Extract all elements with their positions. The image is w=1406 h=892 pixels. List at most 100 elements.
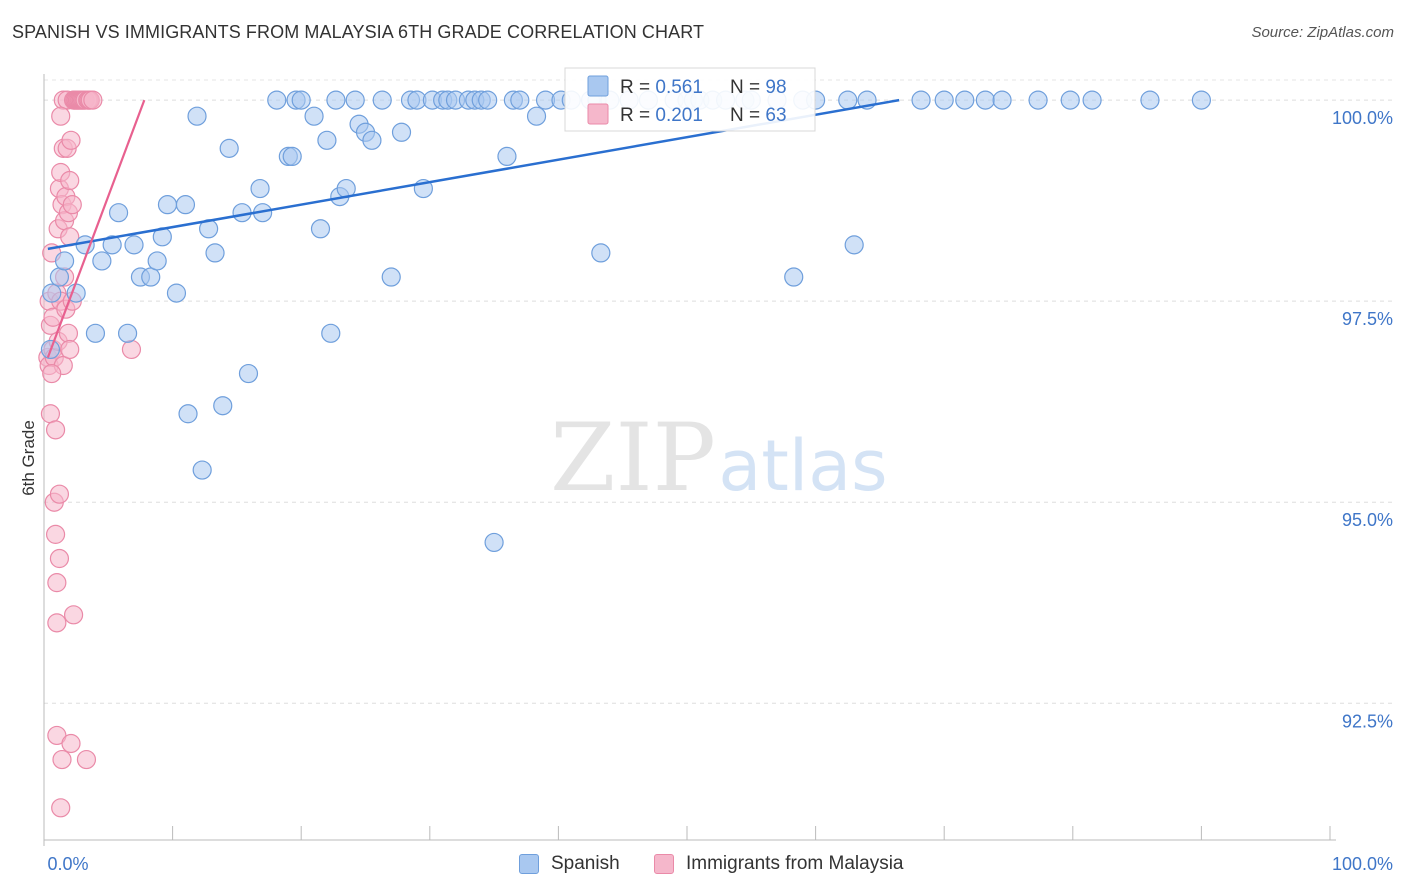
svg-text:R = 0.201: R = 0.201 [620, 105, 703, 126]
spanish-point-13 [141, 267, 161, 287]
spanish-point-60 [484, 532, 504, 553]
malaysia-point-38 [60, 339, 80, 360]
malaysia-point-37 [60, 170, 80, 191]
spanish-point-97 [1140, 90, 1160, 110]
legend-swatch-malaysia [654, 854, 674, 874]
legend-n-value-spanish: 98 [765, 77, 786, 98]
y-axis-label: 6th Grade [19, 420, 38, 496]
malaysia-point-14 [47, 613, 67, 633]
watermark-zip: ZIP [550, 404, 716, 513]
stats-legend-swatch-malaysia [587, 103, 609, 125]
spanish-point-23 [205, 243, 225, 263]
spanish-point-64 [526, 106, 547, 126]
legend-r-label: R = [620, 105, 655, 126]
y-tick-label-0: 92.5% [1342, 711, 1393, 731]
legend-r-value-spanish: 0.561 [655, 77, 703, 98]
grid-lines [44, 79, 1393, 704]
malaysia-point-60 [51, 106, 71, 126]
spanish-point-95 [1060, 90, 1080, 110]
malaysia-point-61 [121, 339, 142, 360]
malaysia-point-20 [49, 548, 70, 569]
stats-legend-swatch-spanish [587, 75, 609, 97]
malaysia-point-44 [63, 605, 84, 625]
spanish-point-18 [175, 195, 196, 215]
y-tick-label-3: 100.0% [1332, 108, 1393, 128]
malaysia-point-62 [42, 363, 62, 384]
legend-label-malaysia: Immigrants from Malaysia [686, 853, 904, 874]
spanish-point-9 [108, 203, 129, 223]
x-tick-label-1: 100.0% [1332, 854, 1393, 874]
stats-legend: R = 0.561 N = 98 R = 0.201 N = 63 [564, 67, 816, 132]
malaysia-point-55 [76, 749, 97, 770]
y-tick-label-1: 95.0% [1342, 510, 1393, 530]
spanish-point-86 [838, 90, 858, 110]
spanish-point-92 [975, 90, 995, 110]
legend-n-value-malaysia: 63 [765, 105, 786, 126]
source-label: Source: ZipAtlas.com [1251, 24, 1394, 41]
chart-title: SPANISH VS IMMIGRANTS FROM MALAYSIA 6TH … [12, 22, 705, 42]
legend-item-spanish[interactable]: Spanish [519, 853, 620, 875]
spanish-point-61 [497, 146, 517, 167]
spanish-point-17 [166, 283, 187, 303]
spanish-point-11 [124, 235, 144, 255]
x-tick-label-0: 0.0% [47, 854, 88, 874]
malaysia-point-11 [45, 420, 66, 440]
y-tick-labels: 92.5% 95.0% 97.5% 100.0% [1332, 108, 1393, 731]
spanish-point-83 [784, 267, 804, 287]
spanish-point-21 [192, 460, 212, 480]
spanish-point-89 [911, 90, 931, 110]
spanish-point-98 [1191, 90, 1212, 110]
watermark: ZIP atlas [550, 404, 887, 513]
spanish-point-2 [49, 267, 70, 287]
legend-item-malaysia[interactable]: Immigrants from Malaysia [654, 853, 904, 875]
spanish-point-32 [282, 146, 302, 167]
spanish-point-36 [310, 219, 331, 239]
spanish-point-93 [992, 90, 1012, 110]
malaysia-point-40 [61, 130, 81, 150]
axes [43, 74, 1336, 846]
spanish-point-47 [381, 267, 401, 287]
legend-label-spanish: Spanish [551, 853, 620, 874]
legend-swatch-spanish [519, 854, 539, 874]
spanish-point-38 [321, 323, 341, 343]
malaysia-point-59 [83, 90, 103, 110]
spanish-point-48 [391, 122, 412, 142]
legend-r-value-malaysia: 0.201 [655, 105, 703, 126]
spanish-point-37 [317, 130, 337, 150]
spanish-point-96 [1082, 90, 1102, 110]
legend-n-label: N = [730, 77, 765, 98]
spanish-point-3 [54, 251, 75, 271]
malaysia-point-41 [61, 733, 81, 754]
spanish-point-24 [213, 396, 233, 416]
spanish-point-34 [291, 90, 311, 110]
spanish-point-30 [267, 90, 287, 110]
svg-text:N = 63: N = 63 [730, 105, 787, 126]
spanish-point-59 [478, 90, 498, 110]
malaysia-point-23 [51, 798, 71, 818]
series-legend: Spanish Immigrants from Malaysia [0, 850, 1406, 880]
spanish-point-45 [362, 130, 382, 150]
spanish-point-20 [187, 106, 207, 126]
x-tick-labels: 0.0% 100.0% [47, 854, 1393, 874]
spanish-point-25 [219, 138, 239, 158]
spanish-point-8 [102, 235, 122, 255]
spanish-point-7 [92, 251, 112, 271]
spanish-point-6 [85, 323, 106, 343]
spanish-point-90 [934, 90, 954, 110]
malaysia-point-42 [62, 195, 82, 215]
y-tick-label-2: 97.5% [1342, 309, 1393, 329]
legend-r-label: R = [620, 77, 655, 98]
malaysia-trend-line [46, 99, 146, 358]
malaysia-point-25 [52, 749, 72, 770]
malaysia-point-13 [47, 573, 67, 593]
spanish-point-94 [1028, 90, 1048, 110]
spanish-point-39 [326, 90, 346, 110]
spanish-point-14 [147, 251, 167, 271]
malaysia-point-36 [58, 323, 79, 343]
spanish-point-63 [510, 90, 530, 110]
malaysia-point-19 [49, 484, 70, 504]
spanish-point-70 [591, 243, 611, 263]
spanish-point-91 [955, 90, 975, 110]
spanish-point-1 [42, 283, 62, 303]
